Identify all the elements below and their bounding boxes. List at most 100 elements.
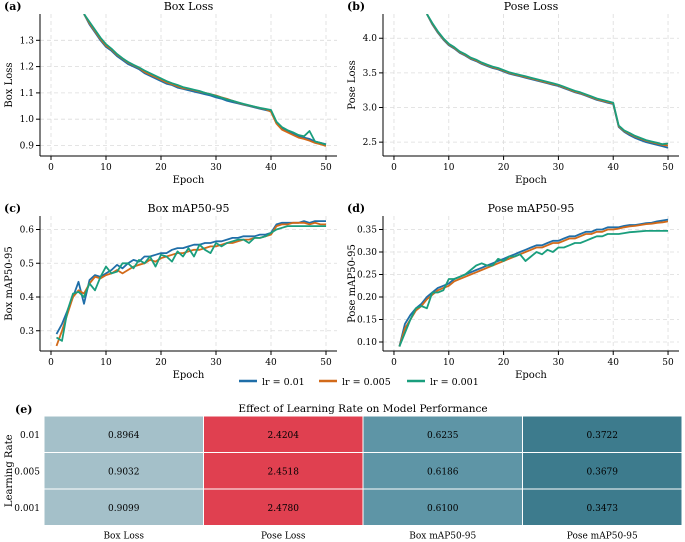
y-tick-label: 1.2: [20, 63, 34, 73]
x-tick-label: 50: [662, 163, 674, 173]
y-tick-label: 2.5: [363, 138, 378, 148]
heatmap-cell: [203, 488, 364, 526]
x-axis-label: Epoch: [173, 175, 205, 186]
x-tick-label: 10: [443, 163, 455, 173]
y-tick-label: 3.5: [363, 69, 378, 79]
heatmap-cell-value: 0.9099: [108, 504, 140, 514]
y-tick-label: 0.35: [357, 226, 377, 236]
heatmap-cell-value: 0.9032: [108, 467, 140, 477]
x-tick-label: 10: [100, 358, 112, 368]
legend-entry: lr = 0.005: [342, 377, 391, 388]
heatmap-cell: [203, 452, 364, 490]
x-axis-label: Epoch: [515, 175, 547, 186]
x-tick-label: 20: [498, 358, 510, 368]
x-tick-label: 20: [155, 358, 167, 368]
series-line-1: [83, 14, 327, 147]
panel-label: (b): [347, 0, 365, 13]
x-tick-label: 0: [391, 163, 397, 173]
x-axis-label: Epoch: [173, 370, 205, 381]
column-label: Pose mAP50-95: [567, 532, 638, 542]
heatmap-cell-value: 0.6100: [427, 504, 459, 514]
chart-title: Box mAP50-95: [148, 202, 230, 215]
panel-label: (a): [4, 0, 22, 13]
heatmap-cell-value: 0.3722: [587, 431, 619, 441]
column-label: Box Loss: [103, 532, 144, 542]
x-tick-label: 40: [607, 163, 619, 173]
y-tick-label: 0.3: [20, 327, 35, 337]
panel-c: 0 10 20 30 40 50 0.3 0.4 0.5 0.6 Box mAP50-95 (c) Ep…: [4, 202, 337, 381]
y-tick-label: 0.25: [357, 271, 377, 281]
row-label: 0.005: [14, 467, 40, 477]
panel-b: 0 10 20 30 40 50 2.5 3.0 3.5 4.0 Pose Loss (b) Epoch…: [347, 0, 679, 186]
chart-title: Box Loss: [164, 0, 214, 13]
heatmap-cell-value: 0.6235: [427, 431, 459, 441]
chart-title: Effect of Learning Rate on Model Perform…: [238, 403, 487, 415]
y-axis-label: Pose mAP50-95: [347, 244, 358, 323]
x-tick-label: 50: [320, 358, 332, 368]
y-tick-label: 3.0: [363, 104, 378, 114]
heatmap-cell-value: 0.6186: [427, 467, 459, 477]
series-line-2: [426, 14, 669, 146]
chart-title: Pose Loss: [504, 0, 559, 13]
heatmap-cell-value: 2.4518: [268, 467, 300, 477]
y-tick-label: 0.5: [20, 259, 35, 269]
legend: lr = 0.01 lr = 0.005 lr = 0.001: [239, 377, 479, 388]
series-line-1: [398, 220, 669, 347]
y-axis-label: Pose Loss: [347, 60, 358, 110]
y-tick-label: 0.20: [357, 293, 377, 303]
x-tick-label: 40: [607, 358, 619, 368]
series-line-0: [426, 14, 669, 149]
y-tick-label: 1.3: [20, 36, 35, 46]
y-tick-label: 0.9: [20, 141, 35, 151]
heatmap-cell-value: 2.4780: [268, 504, 300, 514]
series-line-2: [398, 229, 668, 347]
y-tick-label: 0.15: [357, 316, 377, 326]
panel-e: (e) Effect of Learning Rate on Model Perf…: [4, 403, 683, 542]
series-line-1: [55, 221, 326, 347]
heatmap-cell: [522, 488, 683, 526]
heatmap-cell-value: 0.8964: [108, 431, 140, 441]
y-axis-label: Learning Rate: [4, 434, 15, 507]
heatmap-cell-value: 2.4204: [268, 431, 300, 441]
panel-label: (e): [15, 403, 32, 416]
x-axis-label: Epoch: [515, 370, 547, 381]
heatmap-cell: [43, 452, 204, 490]
x-tick-label: 50: [662, 358, 674, 368]
row-label: 0.001: [14, 504, 40, 514]
heatmap-cell-value: 0.3679: [587, 467, 619, 477]
x-tick-label: 20: [155, 163, 167, 173]
x-tick-label: 20: [498, 163, 510, 173]
heatmap-cell: [522, 452, 683, 490]
panel-a: 0 10 20 30 40 50 0.9 1.0 1.1 1.2 1.3 Box Loss (a) Epo…: [4, 0, 337, 186]
heatmap-cell: [43, 488, 204, 526]
heatmap-cell: [522, 415, 683, 453]
column-label: Pose Loss: [261, 532, 306, 542]
y-tick-label: 0.10: [357, 338, 377, 348]
heatmap-cell: [362, 452, 523, 490]
heatmap-cell-value: 0.3473: [587, 504, 619, 514]
column-label: Box mAP50-95: [409, 532, 476, 542]
x-tick-label: 30: [210, 358, 222, 368]
series-line-2: [83, 14, 327, 146]
series-line-0: [83, 14, 327, 146]
y-axis-label: Box Loss: [4, 62, 15, 107]
y-tick-label: 1.0: [20, 115, 35, 125]
panel-label: (d): [347, 202, 365, 215]
x-tick-label: 0: [48, 163, 54, 173]
x-tick-label: 30: [210, 163, 222, 173]
series-line-0: [398, 218, 669, 347]
y-axis-label: Box mAP50-95: [4, 246, 15, 320]
series-line-1: [426, 14, 669, 147]
legend-entry: lr = 0.01: [262, 377, 305, 388]
heatmap-cell: [362, 488, 523, 526]
y-tick-label: 0.30: [357, 248, 377, 258]
x-tick-label: 10: [443, 358, 455, 368]
x-tick-label: 30: [553, 358, 565, 368]
legend-entry: lr = 0.001: [430, 377, 479, 388]
panel-d: 0 10 20 30 40 50 0.10 0.15 0.20 0.25 0.30 0.35 Pose …: [347, 202, 679, 381]
x-tick-label: 30: [553, 163, 565, 173]
x-tick-label: 40: [265, 163, 277, 173]
x-tick-label: 10: [100, 163, 112, 173]
x-tick-label: 50: [320, 163, 332, 173]
